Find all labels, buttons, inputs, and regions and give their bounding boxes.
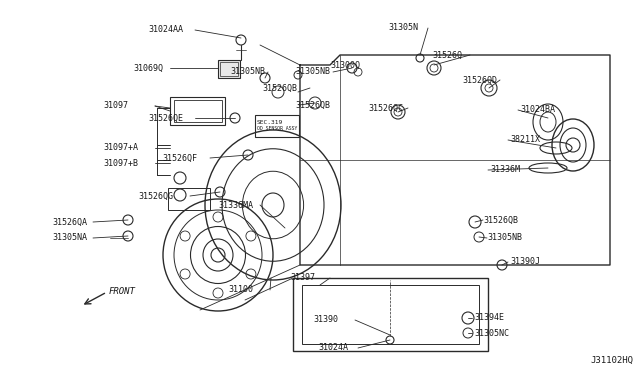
Bar bbox=[220, 62, 238, 76]
Bar bbox=[302, 285, 479, 344]
Text: 31024BA: 31024BA bbox=[520, 106, 555, 115]
Text: 31526QB: 31526QB bbox=[262, 83, 297, 93]
Text: J31102HQ: J31102HQ bbox=[590, 356, 633, 365]
Text: 31069Q: 31069Q bbox=[133, 64, 163, 73]
Text: 31397: 31397 bbox=[290, 273, 315, 282]
Bar bbox=[255, 115, 299, 137]
Text: 31526QD: 31526QD bbox=[462, 76, 497, 84]
Text: 31390J: 31390J bbox=[510, 257, 540, 266]
Text: 31305NB: 31305NB bbox=[487, 234, 522, 243]
Text: 38211X: 38211X bbox=[510, 135, 540, 144]
Text: 31024AA: 31024AA bbox=[148, 26, 183, 35]
Text: 31024A: 31024A bbox=[318, 343, 348, 353]
Text: SEC.319: SEC.319 bbox=[257, 119, 284, 125]
Text: 31097: 31097 bbox=[103, 102, 128, 110]
Text: 31390: 31390 bbox=[313, 315, 338, 324]
Text: 31526QF: 31526QF bbox=[162, 154, 197, 163]
Bar bbox=[174, 100, 222, 122]
Text: 31526Q: 31526Q bbox=[432, 51, 462, 60]
Text: 31336MA: 31336MA bbox=[218, 201, 253, 209]
Text: 31526QE: 31526QE bbox=[148, 113, 183, 122]
Bar bbox=[168, 188, 210, 210]
Text: 31100: 31100 bbox=[228, 285, 253, 295]
Text: 31305NB: 31305NB bbox=[295, 67, 330, 77]
Bar bbox=[218, 60, 240, 78]
Text: 31526QC: 31526QC bbox=[368, 103, 403, 112]
Text: 31097+A: 31097+A bbox=[103, 144, 138, 153]
Text: 31097+B: 31097+B bbox=[103, 158, 138, 167]
Text: OD SENSOR ASSY: OD SENSOR ASSY bbox=[257, 126, 297, 131]
Text: 31305N: 31305N bbox=[388, 23, 418, 32]
Text: FRONT: FRONT bbox=[109, 288, 136, 296]
Text: 31305NA: 31305NA bbox=[52, 234, 87, 243]
Text: 31526QG: 31526QG bbox=[138, 192, 173, 201]
Text: 31336M: 31336M bbox=[490, 166, 520, 174]
Text: 31394E: 31394E bbox=[474, 314, 504, 323]
Text: 31526QB: 31526QB bbox=[295, 100, 330, 109]
Text: 31305NC: 31305NC bbox=[474, 328, 509, 337]
Text: 31526QB: 31526QB bbox=[483, 215, 518, 224]
Text: 31305NB: 31305NB bbox=[230, 67, 265, 77]
Bar bbox=[170, 97, 225, 125]
Text: 31526QA: 31526QA bbox=[52, 218, 87, 227]
Text: 31300Q: 31300Q bbox=[330, 61, 360, 70]
Bar bbox=[293, 278, 488, 351]
